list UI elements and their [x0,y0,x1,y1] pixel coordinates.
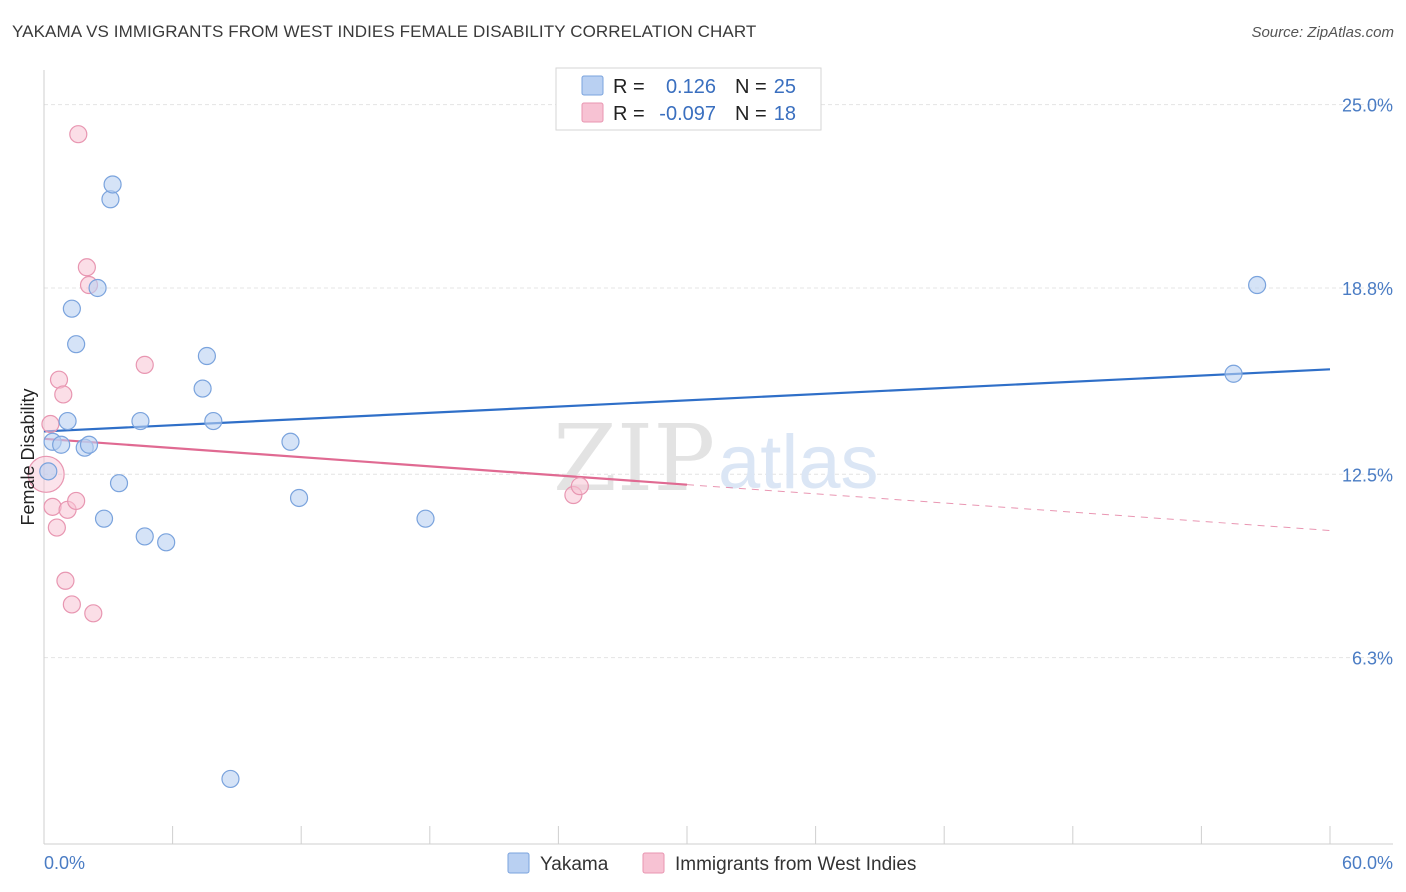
point-yakama [1248,275,1267,295]
trend-lines [43,368,1331,532]
grid-layer [44,104,1393,659]
point-yakama [58,411,77,431]
stats-n-value-west-indies: 18 [774,103,796,125]
point-yakama [204,411,223,431]
x-tick-label-min: 0.0% [44,853,85,873]
point-yakama [221,769,240,789]
point-yakama [67,335,86,354]
watermark: ZIP atlas [553,405,879,512]
stats-n-label-west-indies: N = [735,103,767,125]
legend-swatch-yakama [507,852,530,874]
stats-r-label-yakama: R = [613,76,645,98]
point-yakama [197,346,216,366]
stats-legend-swatch-yakama [581,75,604,96]
point-yakama [193,379,212,398]
stats-n-label-yakama: N = [735,76,767,98]
legend-label-yakama: Yakama [540,854,609,875]
series-legend: Yakama Immigrants from West Indies [507,852,916,875]
trend-line-yakama [43,368,1331,433]
stats-legend: R = 0.126 N = 25 R = -0.097 N = 18 [555,67,822,131]
point-yakama [157,533,176,552]
point-yakama [79,435,99,454]
stats-r-label-west-indies: R = [613,103,645,125]
point-yakama [131,411,150,431]
point-west-indies [570,477,589,496]
point-yakama [88,278,107,298]
trend-line-west-indies [43,437,688,486]
stats-r-value-west-indies: -0.097 [659,103,716,125]
watermark-atlas: atlas [718,420,879,505]
y-tick-label: 6.3% [1352,649,1393,669]
point-west-indies [84,604,103,623]
y-tick-label: 18.8% [1342,279,1393,299]
point-west-indies [135,355,154,374]
point-yakama [281,432,300,451]
source-credit: Source: ZipAtlas.com [1251,24,1394,41]
point-west-indies [62,595,81,614]
point-yakama [109,474,129,493]
point-yakama [52,435,71,454]
point-yakama [289,488,309,508]
y-tick-label: 25.0% [1342,96,1393,116]
stats-r-value-yakama: 0.126 [666,76,716,98]
x-tick-label-max: 60.0% [1342,853,1393,873]
point-yakama [39,462,58,481]
legend-swatch-west-indies [642,852,665,874]
point-west-indies [77,258,96,277]
chart-title: YAKAMA VS IMMIGRANTS FROM WEST INDIES FE… [12,22,757,41]
point-yakama [1224,364,1243,383]
y-tick-label: 12.5% [1342,465,1393,485]
point-yakama [62,299,81,318]
point-yakama [103,175,122,194]
y-tick-labels: 6.3% 12.5% 18.8% 25.0% [1342,96,1393,669]
stats-n-value-yakama: 25 [774,76,796,98]
point-west-indies [47,518,66,537]
point-yakama [416,509,435,528]
point-west-indies [56,571,75,590]
point-west-indies [54,385,73,404]
point-yakama [135,527,154,546]
data-points [27,125,1267,789]
point-west-indies [67,491,86,511]
stats-legend-swatch-west-indies [581,102,604,123]
trend-line-west-indies-extension [686,484,1331,532]
point-yakama [94,509,114,528]
legend-label-west-indies: Immigrants from West Indies [675,854,916,875]
point-west-indies [43,497,62,516]
point-west-indies [41,414,60,434]
point-west-indies [69,125,88,144]
y-axis-title: Female Disability [18,388,38,525]
